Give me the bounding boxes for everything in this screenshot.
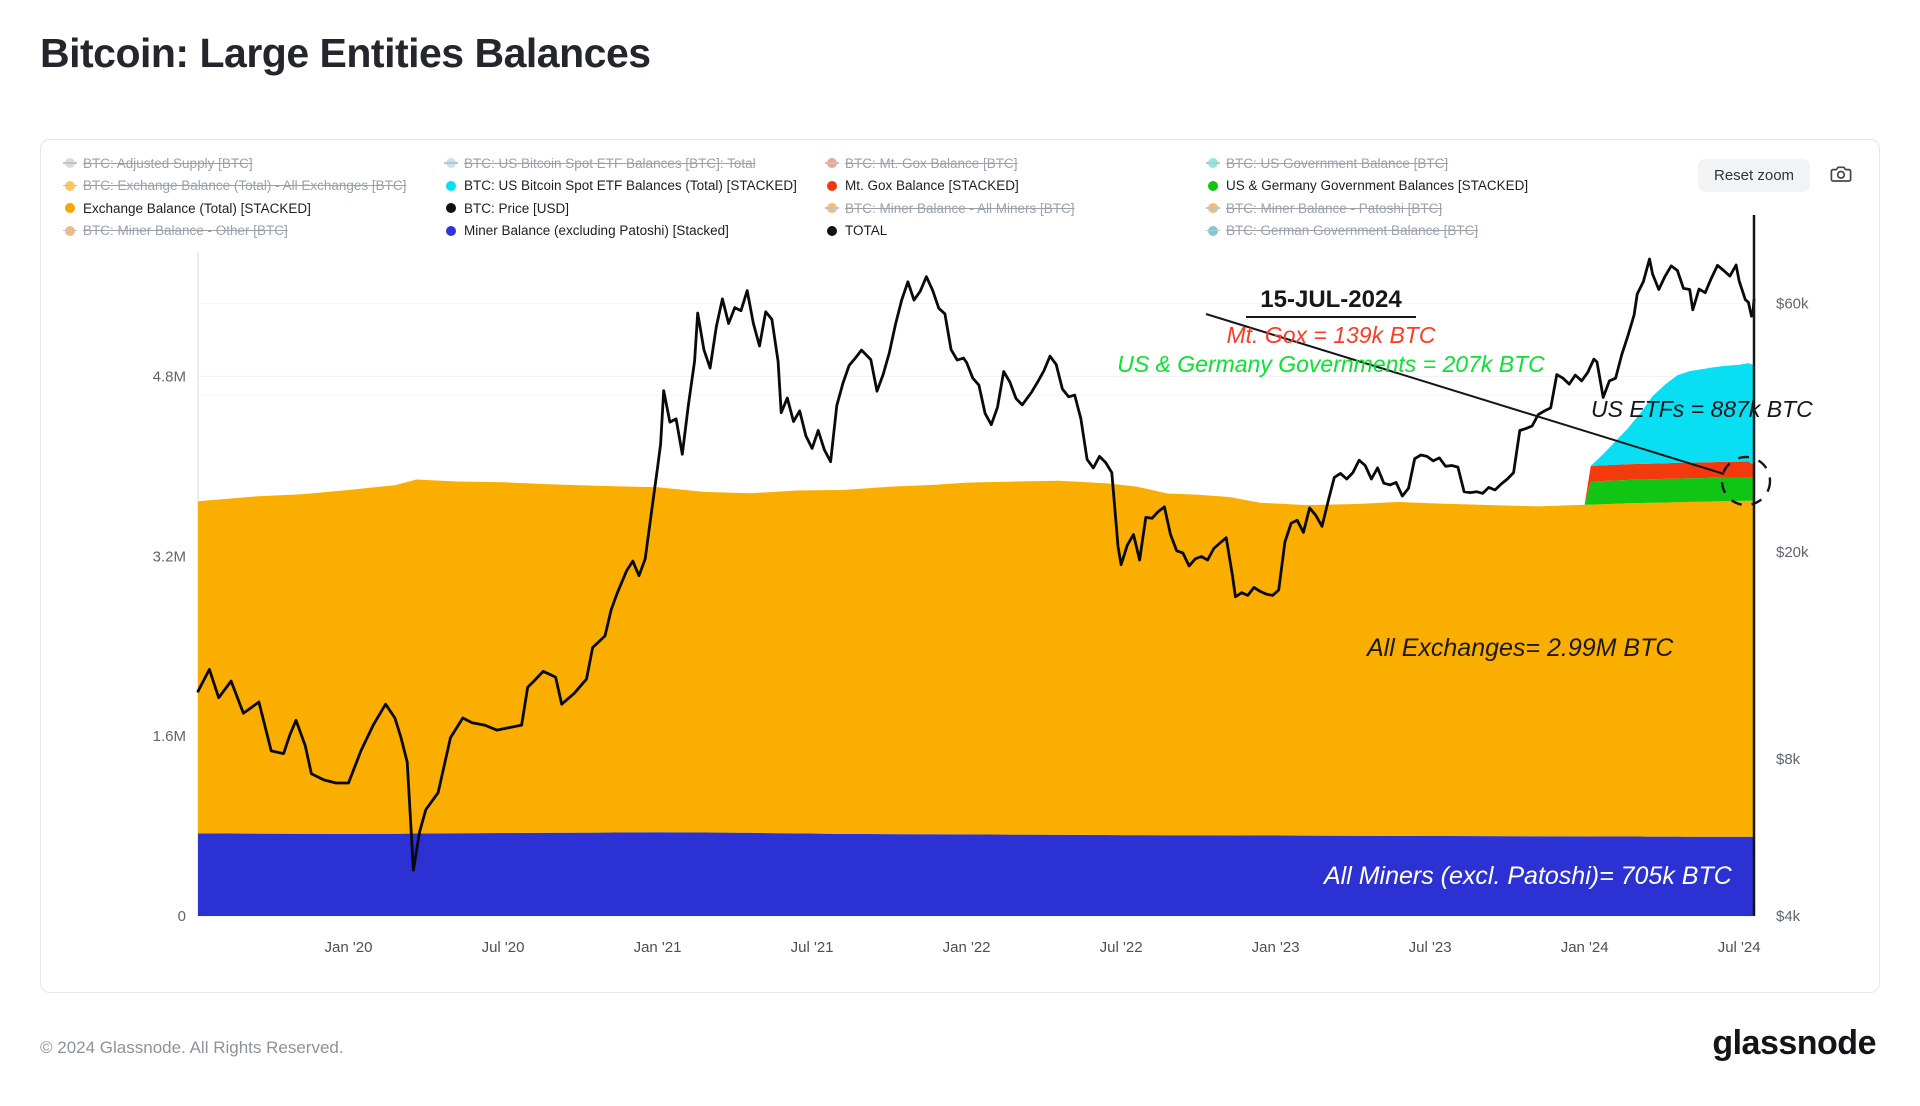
x-tick-label: Jul '23 bbox=[1409, 939, 1452, 956]
legend-item[interactable]: BTC: US Bitcoin Spot ETF Balances [BTC]:… bbox=[444, 152, 827, 175]
reset-zoom-button[interactable]: Reset zoom bbox=[1698, 159, 1811, 192]
x-tick-label: Jul '20 bbox=[482, 939, 525, 956]
legend-item[interactable]: Exchange Balance (Total) [STACKED] bbox=[65, 197, 446, 220]
legend-item-label: TOTAL bbox=[845, 223, 888, 239]
chart-plot[interactable]: 0 1.6M 3.2M 4.8M $4k $8k $20k $60k Jan '20 Jul '2… bbox=[41, 140, 1881, 994]
legend-item[interactable]: BTC: Adjusted Supply [BTC] bbox=[63, 152, 446, 175]
y-left-tick-label: 4.8M bbox=[153, 368, 186, 385]
legend-item-label: Exchange Balance (Total) [STACKED] bbox=[83, 200, 311, 216]
legend-marker-icon bbox=[444, 158, 458, 169]
glassnode-logo: glassnode bbox=[1712, 1024, 1876, 1062]
legend-item[interactable]: BTC: Price [USD] bbox=[446, 197, 827, 220]
legend-marker-icon bbox=[446, 180, 456, 191]
legend-marker-icon bbox=[827, 180, 837, 191]
legend-item-label: BTC: US Bitcoin Spot ETF Balances (Total… bbox=[464, 178, 797, 194]
legend-item-label: BTC: Mt. Gox Balance [BTC] bbox=[845, 155, 1018, 171]
legend-item[interactable]: US & Germany Government Balances [STACKE… bbox=[1208, 175, 1589, 198]
legend-item[interactable]: TOTAL bbox=[827, 220, 1208, 243]
legend-marker-icon bbox=[65, 203, 75, 214]
legend-marker-icon bbox=[1206, 225, 1220, 236]
legend-item[interactable]: Miner Balance (excluding Patoshi) [Stack… bbox=[446, 220, 827, 243]
legend-item[interactable]: BTC: Miner Balance - All Miners [BTC] bbox=[825, 197, 1208, 220]
legend-marker-icon bbox=[63, 180, 77, 191]
y-left-tick-label: 3.2M bbox=[153, 548, 186, 565]
stacked-area bbox=[198, 461, 1754, 507]
annotation-pointer-line bbox=[1205, 313, 1725, 475]
legend-item-label: BTC: Adjusted Supply [BTC] bbox=[83, 155, 253, 171]
x-tick-label: Jul '24 bbox=[1718, 939, 1761, 956]
legend-item[interactable]: BTC: Miner Balance - Patoshi [BTC] bbox=[1206, 197, 1589, 220]
legend-item[interactable]: BTC: US Bitcoin Spot ETF Balances (Total… bbox=[446, 175, 827, 198]
chart-legend: BTC: Adjusted Supply [BTC] BTC: Exchange … bbox=[63, 152, 1589, 243]
stacked-area bbox=[198, 832, 1754, 916]
x-tick-label: Jan '21 bbox=[634, 939, 682, 956]
y-right-tick-label: $8k bbox=[1776, 751, 1801, 768]
plot-area[interactable] bbox=[198, 252, 1754, 916]
legend-item-label: BTC: US Government Balance [BTC] bbox=[1226, 155, 1449, 171]
x-tick-label: Jul '22 bbox=[1100, 939, 1143, 956]
x-tick-label: Jan '20 bbox=[325, 939, 373, 956]
legend-item-label: BTC: Miner Balance - Patoshi [BTC] bbox=[1226, 200, 1443, 216]
copyright-text: © 2024 Glassnode. All Rights Reserved. bbox=[40, 1038, 344, 1057]
legend-item-label: BTC: Exchange Balance (Total) - All Exch… bbox=[83, 178, 407, 194]
camera-icon[interactable] bbox=[1828, 162, 1854, 186]
legend-marker-icon bbox=[1206, 203, 1220, 214]
legend-item-label: US & Germany Government Balances [STACKE… bbox=[1226, 178, 1529, 194]
x-tick-label: Jan '22 bbox=[943, 939, 991, 956]
annotation-dashed-circle bbox=[1720, 455, 1772, 507]
y-left-tick-label: 1.6M bbox=[153, 728, 186, 745]
legend-item[interactable]: BTC: US Government Balance [BTC] bbox=[1206, 152, 1589, 175]
chart-card: BTC: Adjusted Supply [BTC] BTC: Exchange … bbox=[40, 139, 1880, 993]
legend-marker-icon bbox=[446, 203, 456, 214]
legend-item-label: BTC: Miner Balance - All Miners [BTC] bbox=[845, 200, 1075, 216]
y-left-tick-label: 0 bbox=[178, 908, 186, 925]
y-right-tick-label: $20k bbox=[1776, 544, 1809, 561]
y-right-tick-label: $4k bbox=[1776, 908, 1801, 925]
legend-marker-icon bbox=[825, 203, 839, 214]
x-tick-label: Jan '23 bbox=[1252, 939, 1300, 956]
legend-marker-icon bbox=[827, 225, 837, 236]
legend-item-label: BTC: Miner Balance - Other [BTC] bbox=[83, 223, 288, 239]
legend-marker-icon bbox=[1206, 158, 1220, 169]
legend-item-label: Miner Balance (excluding Patoshi) [Stack… bbox=[464, 223, 729, 239]
x-tick-label: Jul '21 bbox=[791, 939, 834, 956]
legend-item[interactable]: BTC: German Government Balance [BTC] bbox=[1206, 220, 1589, 243]
y-right-tick-label: $60k bbox=[1776, 295, 1809, 312]
legend-item[interactable]: Mt. Gox Balance [STACKED] bbox=[827, 175, 1208, 198]
legend-marker-icon bbox=[446, 225, 456, 236]
legend-item-label: BTC: German Government Balance [BTC] bbox=[1226, 223, 1479, 239]
legend-marker-icon bbox=[63, 225, 77, 236]
page-title: Bitcoin: Large Entities Balances bbox=[40, 30, 651, 76]
legend-item[interactable]: BTC: Miner Balance - Other [BTC] bbox=[63, 220, 446, 243]
stacked-area bbox=[198, 477, 1754, 507]
x-tick-label: Jan '24 bbox=[1561, 939, 1609, 956]
legend-item[interactable]: BTC: Mt. Gox Balance [BTC] bbox=[825, 152, 1208, 175]
stacked-area bbox=[198, 479, 1754, 837]
legend-marker-icon bbox=[63, 158, 77, 169]
legend-item-label: BTC: Price [USD] bbox=[464, 200, 570, 216]
legend-marker-icon bbox=[1208, 180, 1218, 191]
legend-item-label: Mt. Gox Balance [STACKED] bbox=[845, 178, 1019, 194]
legend-marker-icon bbox=[825, 158, 839, 169]
legend-item[interactable]: BTC: Exchange Balance (Total) - All Exch… bbox=[63, 175, 446, 198]
price-line bbox=[196, 257, 1756, 872]
legend-item-label: BTC: US Bitcoin Spot ETF Balances [BTC]:… bbox=[464, 155, 756, 171]
